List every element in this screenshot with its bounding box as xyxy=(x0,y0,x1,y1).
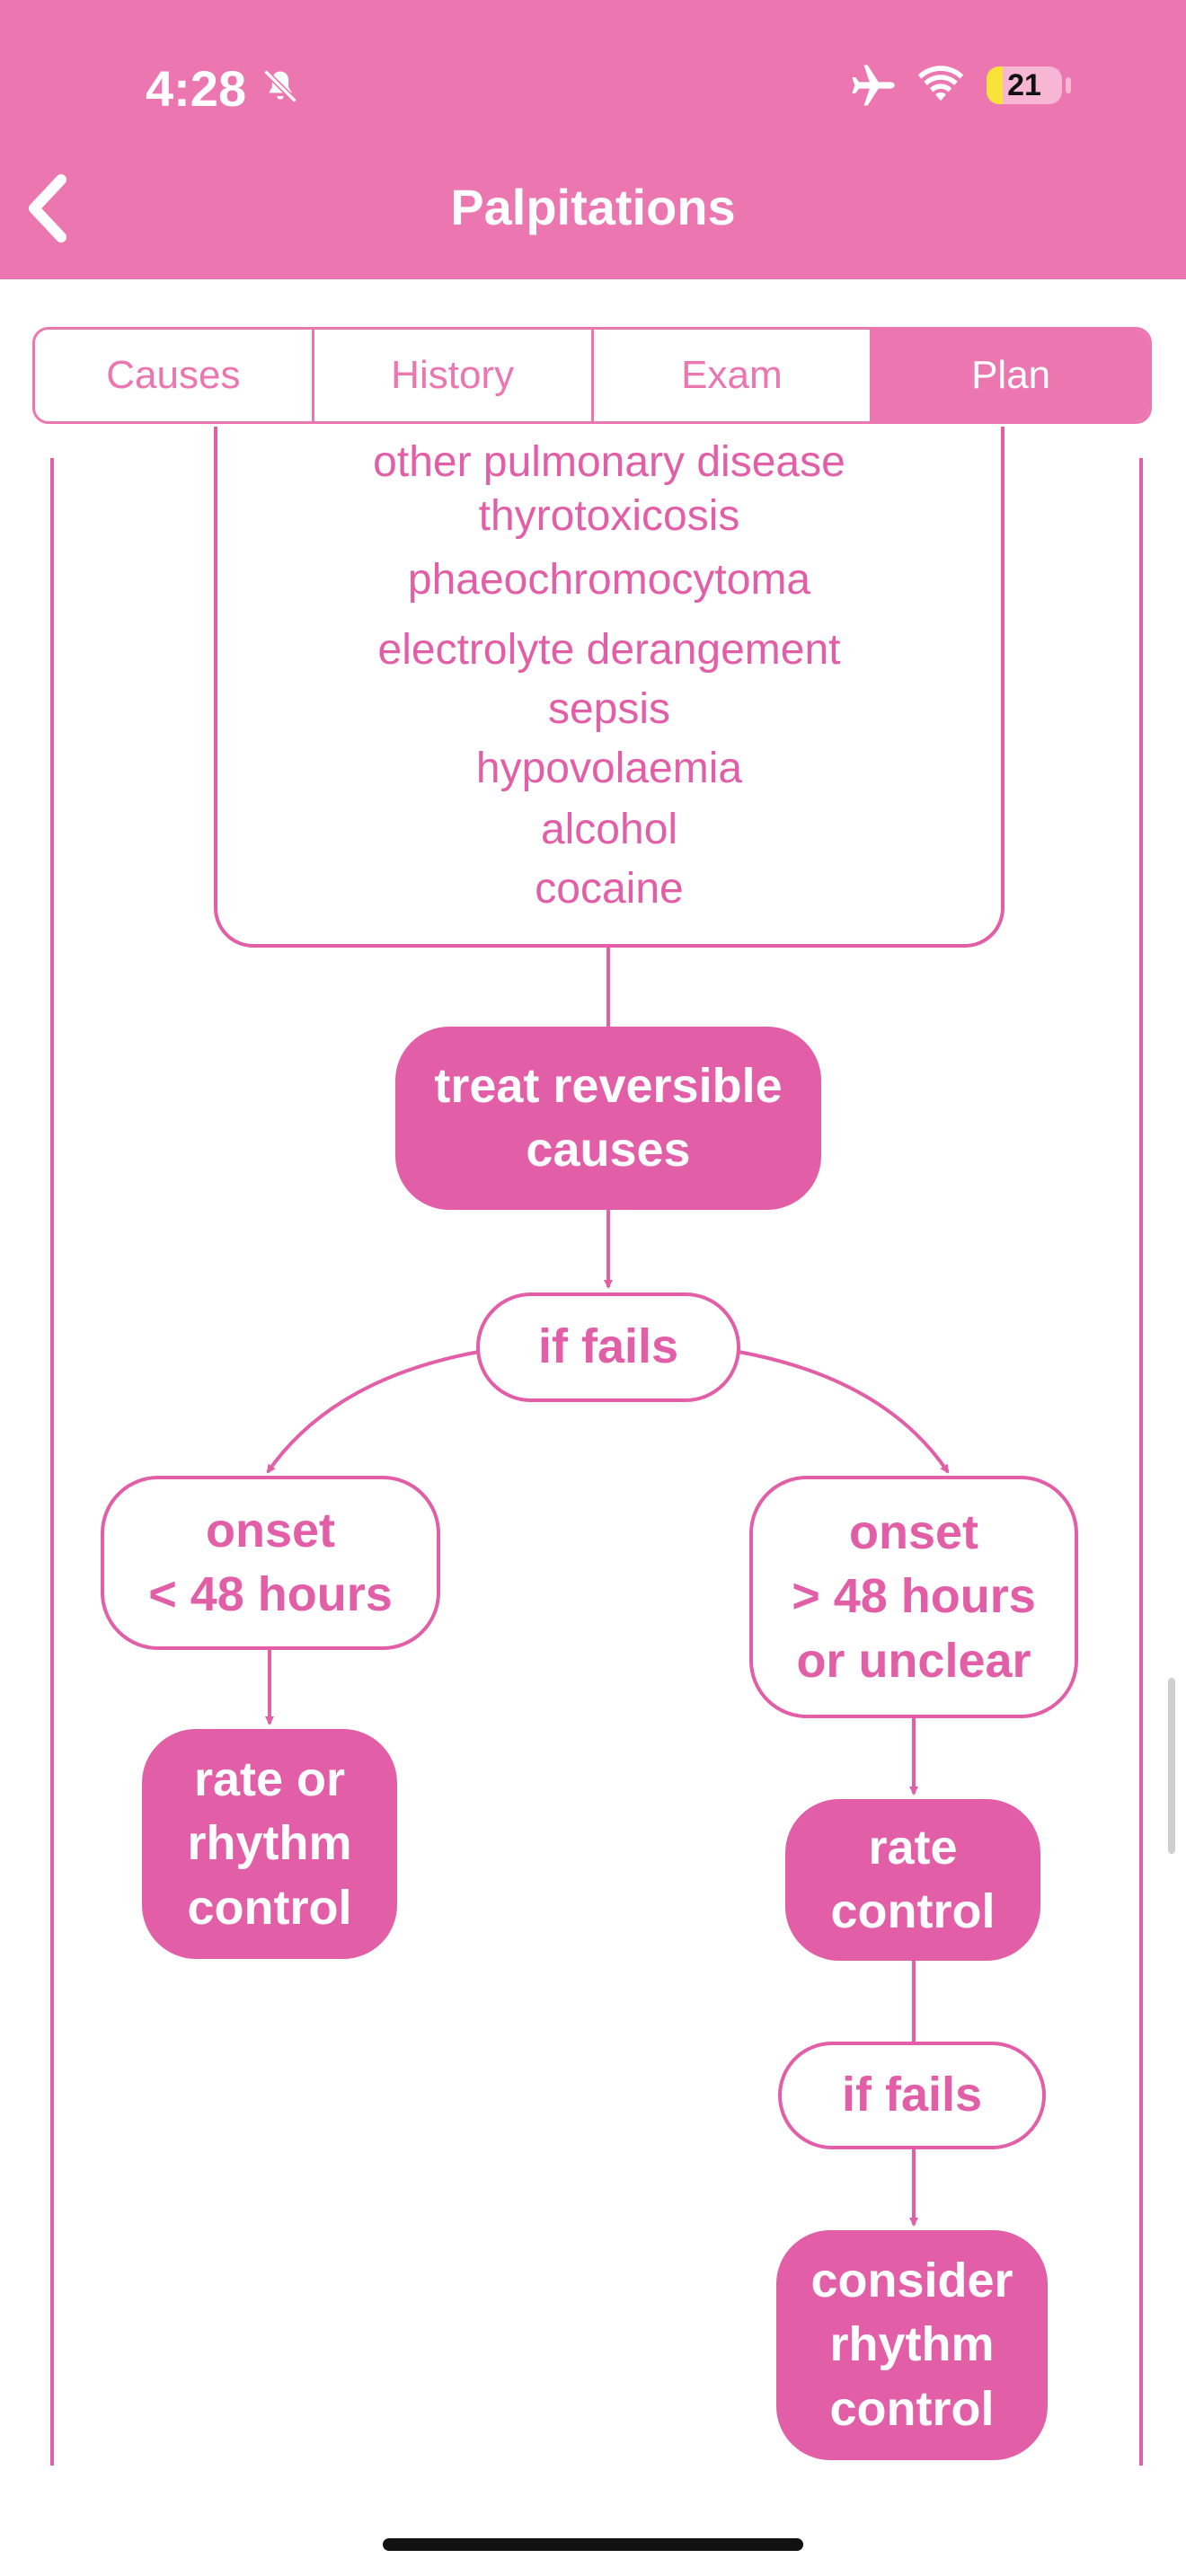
tab-exam[interactable]: Exam xyxy=(594,330,873,421)
segmented-tabs: Causes History Exam Plan xyxy=(32,327,1152,424)
nav-header: 4:28 21 Palpitations xyxy=(0,0,1186,279)
cause-item: phaeochromocytoma xyxy=(407,556,811,604)
treat-reversible-causes-box: treat reversible causes xyxy=(395,1027,821,1210)
connector-arrow-right xyxy=(738,1350,950,1474)
reversible-causes-box xyxy=(214,427,1005,948)
frame-left-line xyxy=(50,458,54,2466)
bell-slash-icon xyxy=(263,69,297,103)
rate-control-box: rate control xyxy=(785,1799,1040,1961)
cause-item: thyrotoxicosis xyxy=(478,492,740,540)
flowchart-scroll-area[interactable]: other pulmonary disease thyrotoxicosis p… xyxy=(0,427,1186,2466)
if-fails-box: if fails xyxy=(476,1292,740,1402)
rate-or-rhythm-control-box: rate or rhythm control xyxy=(142,1729,397,1959)
airplane-icon xyxy=(852,65,895,106)
cause-item: electrolyte derangement xyxy=(377,626,841,674)
battery-percent: 21 xyxy=(1007,68,1041,102)
frame-right-line xyxy=(1139,458,1143,2466)
tab-history[interactable]: History xyxy=(314,330,594,421)
scrollbar[interactable] xyxy=(1168,1678,1175,1854)
battery-fill xyxy=(987,66,1003,104)
chevron-left-icon[interactable] xyxy=(25,172,70,244)
if-fails-box: if fails xyxy=(778,2042,1046,2149)
battery-tip xyxy=(1066,77,1071,93)
wifi-icon xyxy=(917,66,964,101)
connector-arrow-left xyxy=(266,1350,480,1474)
onset-under-48h-box: onset < 48 hours xyxy=(101,1476,440,1650)
cause-item: cocaine xyxy=(535,865,684,913)
tab-plan[interactable]: Plan xyxy=(872,330,1149,421)
cause-item: hypovolaemia xyxy=(475,745,743,792)
status-time: 4:28 xyxy=(146,60,247,117)
cause-item: sepsis xyxy=(547,685,671,733)
consider-rhythm-control-box: consider rhythm control xyxy=(776,2230,1048,2460)
page-title: Palpitations xyxy=(450,179,736,235)
cause-item: other pulmonary disease xyxy=(373,438,845,486)
flowchart-connectors xyxy=(265,948,950,2227)
tab-causes[interactable]: Causes xyxy=(35,330,314,421)
onset-over-48h-box: onset > 48 hours or unclear xyxy=(749,1476,1078,1718)
home-indicator[interactable] xyxy=(383,2538,803,2551)
battery-indicator: 21 xyxy=(987,66,1062,104)
cause-item: alcohol xyxy=(540,806,678,853)
